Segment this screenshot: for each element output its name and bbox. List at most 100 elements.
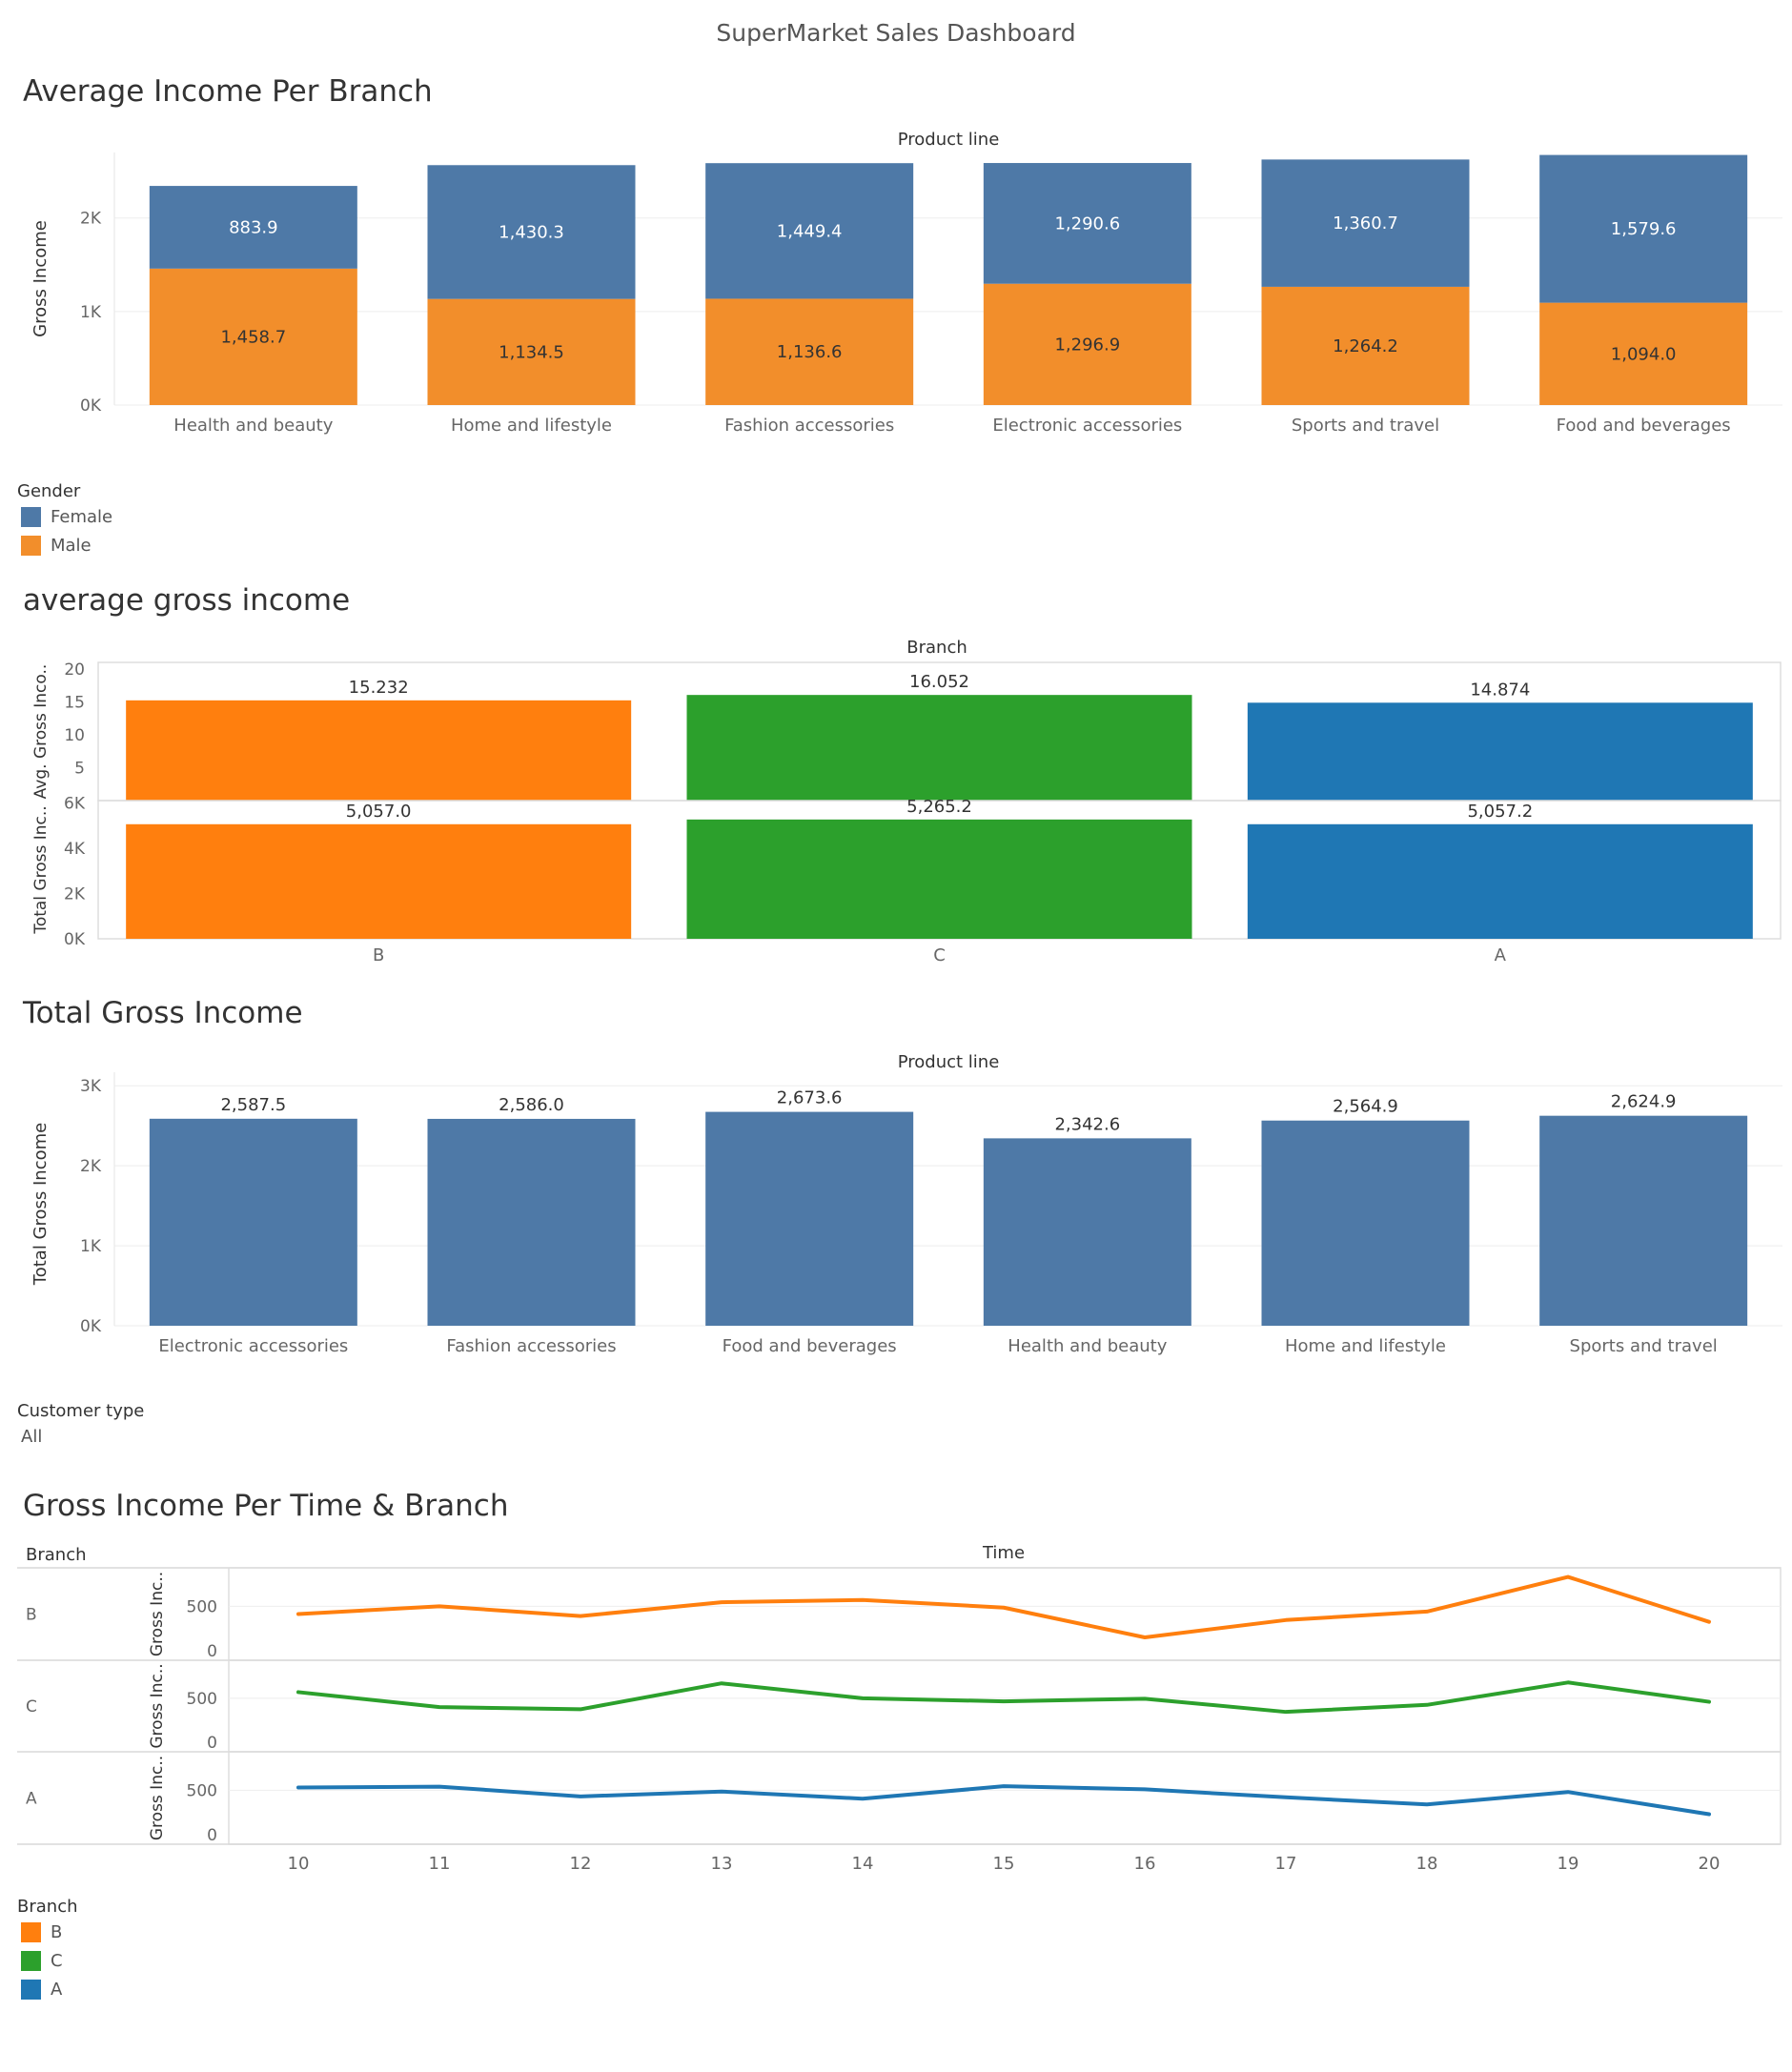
chart2-ytick-label: 0K bbox=[64, 930, 86, 949]
chart2-xtick-label: C bbox=[933, 945, 946, 965]
chart2-data-label: 16.052 bbox=[909, 672, 969, 692]
branch-bar-chart: Branch 5 10 15 20 Avg. Gross Inco.. 15.232 16.0… bbox=[31, 638, 1782, 965]
chart2-header: Branch bbox=[906, 638, 967, 658]
chart2-data-label: 14.874 bbox=[1470, 680, 1530, 700]
chart1-bar-female-sports-and-travel bbox=[1261, 159, 1470, 287]
chart3-ytick-label: 2K bbox=[80, 1157, 102, 1176]
chart2-ytick-label: 4K bbox=[64, 840, 86, 859]
legend-item-male[interactable]: Male bbox=[21, 536, 92, 556]
chart3-xtick-label: Sports and travel bbox=[1570, 1336, 1718, 1356]
chart3-xtick-label: Health and beauty bbox=[1008, 1336, 1167, 1356]
chart2-data-label: 5,265.2 bbox=[906, 797, 972, 817]
chart1-bar-male-sports-and-travel bbox=[1261, 286, 1470, 405]
chart1-ytick-label: 2K bbox=[80, 210, 102, 229]
chart1-data-label-male: 1,264.2 bbox=[1333, 336, 1398, 356]
chart1-data-label-male: 1,296.9 bbox=[1054, 335, 1120, 355]
chart3-xtick-label: Food and beverages bbox=[723, 1336, 897, 1356]
chart1-xtick-label: Fashion accessories bbox=[724, 416, 894, 436]
chart4-row-label-b: B bbox=[26, 1606, 37, 1625]
legend-swatch-branch-c bbox=[21, 1951, 41, 1971]
chart1-data-label-female: 1,449.4 bbox=[777, 221, 843, 241]
chart3-bar-food-and-beverages bbox=[705, 1111, 914, 1326]
chart2-ytick-label: 10 bbox=[64, 726, 85, 745]
section-title-avg-income: Average Income Per Branch bbox=[23, 74, 433, 109]
chart4-xtick-label: 16 bbox=[1134, 1854, 1156, 1874]
chart1-bar-male-electronic-accessories bbox=[983, 283, 1191, 405]
chart4-line-branch-c bbox=[296, 1680, 1711, 1715]
legend-label-branch-b: B bbox=[51, 1922, 63, 1942]
chart1-data-label-female: 1,360.7 bbox=[1333, 213, 1398, 234]
branch-legend-title: Branch bbox=[17, 1897, 78, 1917]
chart4-ytick-label: 500 bbox=[187, 1781, 217, 1800]
legend-swatch-female bbox=[21, 507, 41, 527]
customer-type-filter-title: Customer type bbox=[17, 1401, 145, 1421]
chart2-xtick-label: B bbox=[373, 945, 384, 965]
chart2-bar-branch-b bbox=[126, 823, 632, 939]
chart3-data-label: 2,587.5 bbox=[220, 1095, 286, 1115]
chart1-bar-male-fashion-accessories bbox=[705, 298, 914, 405]
chart1-header: Product line bbox=[898, 130, 1000, 150]
chart3-xtick-label: Electronic accessories bbox=[158, 1336, 348, 1356]
legend-item-branch-a[interactable]: A bbox=[21, 1980, 62, 2000]
legend-item-branch-c[interactable]: C bbox=[21, 1951, 63, 1971]
chart4-xtick-label: 15 bbox=[993, 1854, 1015, 1874]
chart4-xtick-label: 12 bbox=[570, 1854, 592, 1874]
chart4-line-branch-a bbox=[296, 1784, 1711, 1817]
chart4-panel-frame bbox=[228, 1751, 1782, 1845]
chart2-ytick-label: 5 bbox=[74, 759, 85, 778]
chart1-data-label-female: 883.9 bbox=[229, 217, 278, 237]
chart1-xtick-label: Food and beverages bbox=[1557, 416, 1731, 436]
chart3-xtick-label: Home and lifestyle bbox=[1285, 1336, 1446, 1356]
chart1-bar-male-health-and-beauty bbox=[149, 268, 357, 405]
chart3-bar-home-and-lifestyle bbox=[1261, 1120, 1470, 1326]
chart1-data-label-male: 1,094.0 bbox=[1611, 344, 1677, 364]
legend-label-branch-a: A bbox=[51, 1980, 63, 2000]
chart2-data-label: 15.232 bbox=[349, 678, 409, 698]
legend-label-male: Male bbox=[51, 536, 92, 556]
legend-swatch-male bbox=[21, 536, 41, 556]
chart1-bar-female-fashion-accessories bbox=[705, 163, 914, 299]
chart2-bar-branch-b bbox=[126, 700, 632, 801]
chart3-data-label: 2,673.6 bbox=[777, 1088, 843, 1108]
legend-item-branch-b[interactable]: B bbox=[21, 1922, 62, 1942]
chart3-bar-fashion-accessories bbox=[427, 1118, 636, 1326]
chart4-ytick-label: 500 bbox=[187, 1597, 217, 1616]
legend-item-female[interactable]: Female bbox=[21, 507, 112, 527]
dashboard-title: SuperMarket Sales Dashboard bbox=[716, 19, 1076, 47]
section-title-total-gross: Total Gross Income bbox=[23, 996, 303, 1030]
chart2-bar-branch-a bbox=[1247, 702, 1753, 801]
chart4-line-branch-b bbox=[296, 1574, 1711, 1639]
chart4-ytick-label: 0 bbox=[207, 1734, 217, 1753]
chart3-ytick-label: 1K bbox=[80, 1237, 102, 1256]
chart4-header: Time bbox=[982, 1543, 1025, 1563]
chart1-data-label-male: 1,136.6 bbox=[777, 342, 843, 362]
chart1-xtick-label: Health and beauty bbox=[173, 416, 333, 436]
section-title-avg-gross: average gross income bbox=[23, 583, 351, 618]
chart4-row-label-c: C bbox=[26, 1697, 37, 1717]
chart4-ytick-label: 500 bbox=[187, 1690, 217, 1709]
chart3-bar-electronic-accessories bbox=[149, 1118, 357, 1326]
chart3-xtick-label: Fashion accessories bbox=[446, 1336, 616, 1356]
chart4-xtick-label: 14 bbox=[852, 1854, 874, 1874]
chart4-xtick-label: 13 bbox=[711, 1854, 733, 1874]
chart1-xtick-label: Home and lifestyle bbox=[451, 416, 612, 436]
legend-swatch-branch-b bbox=[21, 1922, 41, 1942]
customer-type-filter-value[interactable]: All bbox=[21, 1427, 43, 1447]
chart1-bar-female-health-and-beauty bbox=[149, 186, 357, 269]
chart3-bar-health-and-beauty bbox=[983, 1138, 1191, 1326]
chart1-xtick-label: Sports and travel bbox=[1292, 416, 1439, 436]
chart2-ylabel: Total Gross Inc.. bbox=[31, 805, 51, 934]
chart4-ytick-label: 0 bbox=[207, 1826, 217, 1845]
chart2-ytick-label: 6K bbox=[64, 794, 86, 813]
chart3-header: Product line bbox=[898, 1052, 1000, 1072]
chart3-ytick-label: 0K bbox=[80, 1317, 102, 1336]
chart3-bar-sports-and-travel bbox=[1539, 1115, 1748, 1326]
chart3-data-label: 2,586.0 bbox=[499, 1095, 564, 1115]
chart2-xtick-label: A bbox=[1495, 945, 1507, 965]
chart4-xtick-label: 17 bbox=[1275, 1854, 1297, 1874]
chart4-row-header: Branch bbox=[26, 1545, 87, 1565]
chart2-data-label: 5,057.0 bbox=[346, 802, 412, 822]
section-title-time-branch: Gross Income Per Time & Branch bbox=[23, 1489, 509, 1523]
chart4-row-label-a: A bbox=[26, 1790, 37, 1809]
legend-swatch-branch-a bbox=[21, 1980, 41, 2000]
